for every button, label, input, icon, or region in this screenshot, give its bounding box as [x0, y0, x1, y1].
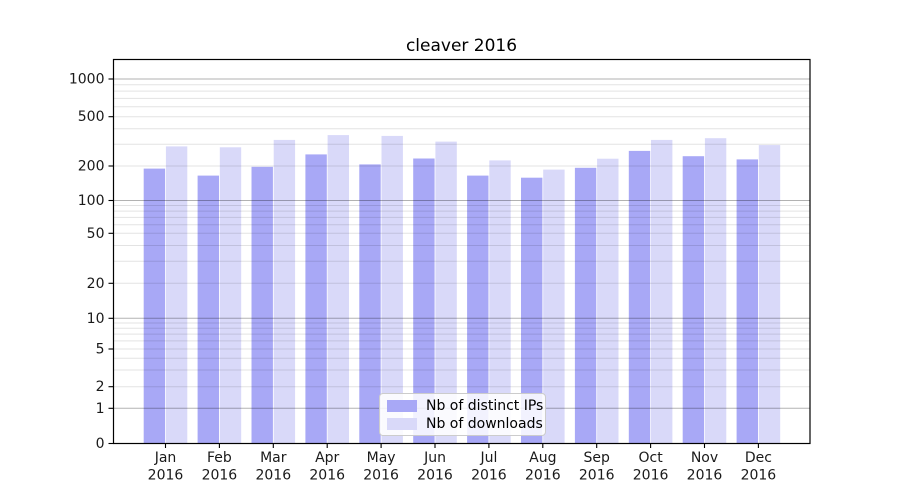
legend-label-distinct-ips: Nb of distinct IPs: [426, 397, 544, 414]
y-tick-label: 50: [87, 226, 105, 242]
x-tick-label-apr: Apr 2016: [309, 450, 345, 484]
bar-nb-of-distinct-ips-may-2016: [359, 164, 381, 444]
y-tick-label: 10: [87, 311, 105, 327]
legend-item-downloads: Nb of downloads: [387, 415, 543, 432]
bar-nb-of-downloads-sep-2016: [597, 158, 619, 444]
x-axis: Jan 2016 Feb 2016 Mar 2016 Apr 2016 May 2016 Jun 20…: [148, 443, 777, 484]
chart-title: cleaver 2016: [405, 36, 518, 56]
x-tick-label-may: May 2016: [363, 450, 399, 484]
bar-nb-of-distinct-ips-jun-2016: [413, 158, 435, 444]
bars: [143, 135, 781, 444]
bar-nb-of-distinct-ips-oct-2016: [628, 150, 651, 444]
bar-nb-of-distinct-ips-jan-2016: [143, 168, 166, 444]
x-tick-label-jan: Jan 2016: [148, 450, 184, 484]
legend: Nb of distinct IPs Nb of downloads: [379, 393, 546, 436]
bar-nb-of-distinct-ips-sep-2016: [574, 167, 597, 444]
bar-nb-of-downloads-apr-2016: [327, 135, 349, 444]
y-tick-label: 5: [96, 342, 105, 358]
bar-nb-of-downloads-mar-2016: [273, 139, 296, 444]
x-tick-label-jun: Jun 2016: [417, 450, 453, 484]
x-tick-label-jul: Jul 2016: [471, 450, 507, 484]
bar-nb-of-downloads-dec-2016: [758, 145, 781, 444]
bar-nb-of-downloads-may-2016: [381, 135, 403, 444]
bar-nb-of-distinct-ips-apr-2016: [305, 154, 327, 444]
y-axis: 0 1 2 5 10 20 50 100 200 500 1000: [69, 72, 114, 452]
bar-nb-of-downloads-aug-2016: [543, 169, 565, 444]
bar-nb-of-downloads-jan-2016: [165, 146, 188, 444]
bar-nb-of-downloads-jul-2016: [489, 160, 511, 444]
x-tick-label-mar: Mar 2016: [255, 450, 291, 484]
x-tick-label-sep: Sep 2016: [579, 450, 615, 484]
y-tick-label: 500: [78, 109, 105, 125]
y-tick-label: 100: [78, 193, 105, 209]
gridlines-minor: [113, 84, 810, 388]
plot-border: [112, 58, 811, 445]
y-tick-label: 200: [78, 159, 105, 175]
bar-nb-of-distinct-ips-nov-2016: [682, 156, 705, 444]
x-tick-label-dec: Dec 2016: [741, 450, 777, 484]
bar-nb-of-downloads-nov-2016: [704, 138, 727, 444]
y-tick-label: 20: [87, 276, 105, 292]
bar-nb-of-distinct-ips-dec-2016: [736, 159, 758, 444]
x-tick-label-aug: Aug 2016: [525, 450, 561, 484]
legend-swatch-downloads-icon: [387, 417, 417, 430]
x-tick-label-feb: Feb 2016: [202, 450, 238, 484]
bar-nb-of-downloads-feb-2016: [219, 147, 242, 444]
x-tick-label-nov: Nov 2016: [687, 450, 723, 484]
y-tick-label: 1000: [69, 72, 105, 88]
legend-swatch-distinct-ips-icon: [387, 399, 417, 412]
bar-nb-of-distinct-ips-mar-2016: [251, 166, 273, 444]
legend-label-downloads: Nb of downloads: [426, 415, 543, 432]
y-tick-label: 2: [96, 379, 105, 395]
x-tick-label-oct: Oct 2016: [633, 450, 669, 484]
legend-item-distinct-ips: Nb of distinct IPs: [387, 397, 543, 414]
y-tick-label: 0: [96, 436, 105, 452]
bar-nb-of-distinct-ips-feb-2016: [197, 175, 219, 444]
bar-nb-of-distinct-ips-jul-2016: [467, 175, 489, 444]
bar-nb-of-downloads-oct-2016: [651, 139, 673, 444]
bar-nb-of-distinct-ips-aug-2016: [521, 177, 543, 444]
bar-nb-of-downloads-jun-2016: [435, 141, 457, 444]
y-tick-label: 1: [96, 401, 105, 417]
